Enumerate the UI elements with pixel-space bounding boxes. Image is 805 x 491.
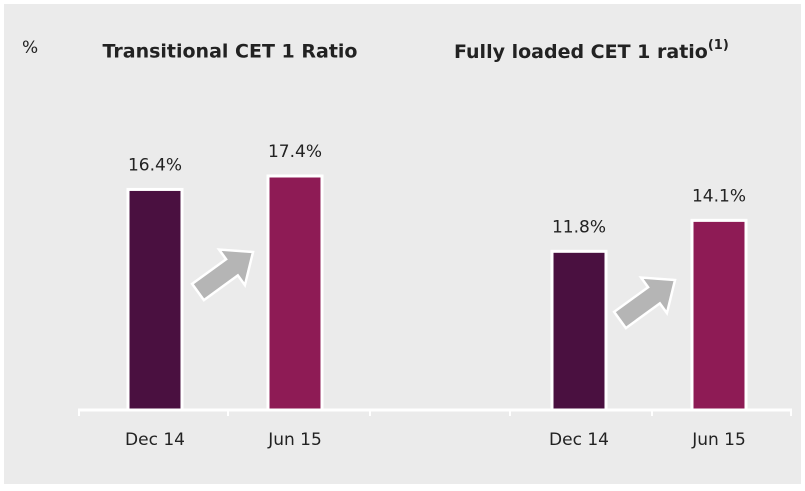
- value-label: 11.8%: [552, 217, 606, 237]
- x-tick-label: Dec 14: [125, 430, 185, 450]
- background: [4, 4, 801, 484]
- x-tick-label: Jun 15: [691, 430, 746, 450]
- value-label: 17.4%: [268, 142, 322, 162]
- value-label: 14.1%: [692, 186, 746, 206]
- chart-title: Transitional CET 1 Ratio: [103, 41, 358, 63]
- bar: [690, 218, 748, 412]
- x-tick-label: Jun 15: [267, 430, 322, 450]
- value-label: 16.4%: [128, 155, 182, 175]
- bar: [126, 187, 184, 412]
- chart-title: Fully loaded CET 1 ratio(1): [454, 38, 729, 63]
- unit-label: %: [22, 38, 38, 58]
- bar: [550, 249, 608, 412]
- bar: [266, 174, 324, 412]
- x-tick-label: Dec 14: [549, 430, 609, 450]
- arrow: [612, 276, 677, 330]
- title-text: Fully loaded CET 1 ratio: [454, 41, 708, 63]
- title-note: (1): [708, 38, 729, 53]
- axis-ticks: [78, 410, 792, 416]
- arrows: [190, 248, 677, 330]
- arrow: [190, 248, 255, 302]
